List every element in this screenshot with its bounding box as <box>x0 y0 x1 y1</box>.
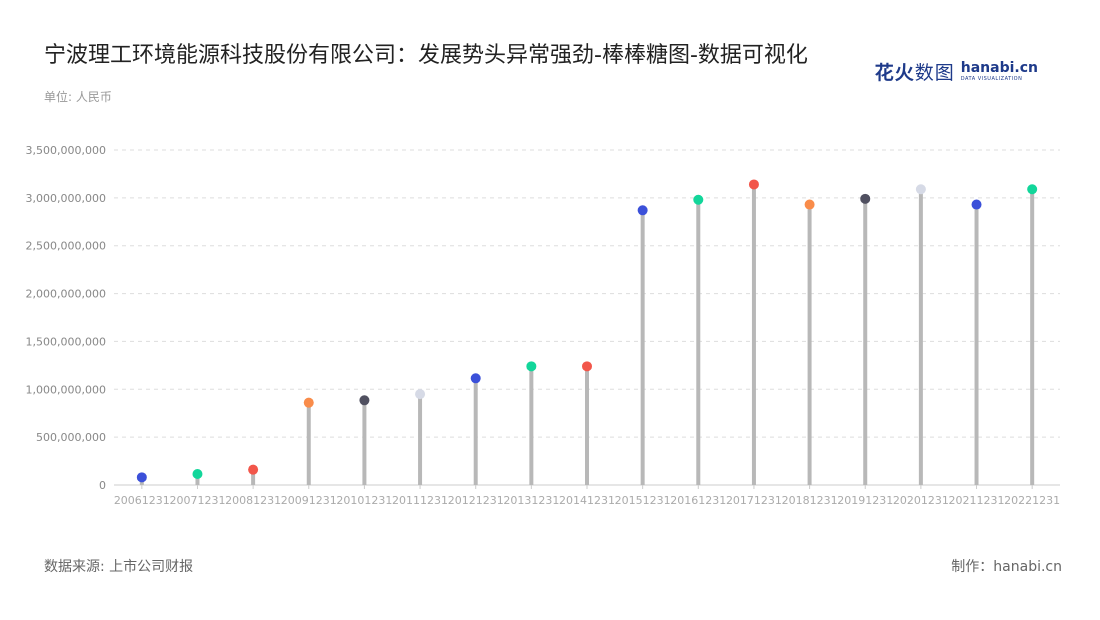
lollipop-dot[interactable] <box>971 199 982 210</box>
y-tick-label: 3,000,000,000 <box>26 192 106 205</box>
y-tick-label: 1,000,000,000 <box>26 383 106 396</box>
stems <box>139 184 1035 485</box>
lollipop-dot[interactable] <box>804 199 815 210</box>
x-tick-label: 20091231 <box>281 494 337 507</box>
x-tick-label: 20201231 <box>893 494 949 507</box>
lollipop-dot[interactable] <box>415 389 426 400</box>
unit-label: 单位: 人民币 <box>44 90 112 104</box>
y-tick-label: 2,000,000,000 <box>26 288 106 301</box>
lollipop-dot[interactable] <box>248 464 259 475</box>
lollipop-dot[interactable] <box>526 361 537 372</box>
y-tick-label: 3,500,000,000 <box>26 144 106 157</box>
chart-title: 宁波理工环境能源科技股份有限公司：发展势头异常强劲-棒棒糖图-数据可视化 <box>44 43 808 68</box>
lollipop-dot[interactable] <box>470 373 481 384</box>
y-tick-label: 2,500,000,000 <box>26 240 106 253</box>
lollipop-dot[interactable] <box>860 193 871 204</box>
dots <box>136 179 1038 483</box>
lollipop-dot[interactable] <box>359 395 370 406</box>
x-tick-label: 20191231 <box>837 494 893 507</box>
x-tick-label: 20151231 <box>615 494 671 507</box>
credit: 制作：hanabi.cn <box>951 559 1062 575</box>
logo-cn: 花火数图 <box>874 62 955 84</box>
lollipop-dot[interactable] <box>748 179 759 190</box>
lollipop-dot[interactable] <box>136 472 147 483</box>
x-tick-label: 20141231 <box>559 494 615 507</box>
x-axis-ticks: 20061231 20071231 20081231 20091231 20101231… <box>114 485 1060 507</box>
x-tick-label: 20061231 <box>114 494 170 507</box>
logo-en: hanabi.cn DATA VISUALIZATION <box>960 60 1038 82</box>
x-tick-label: 20211231 <box>949 494 1005 507</box>
hanabi-logo: 花火数图 hanabi.cn DATA VISUALIZATION <box>875 58 1038 85</box>
lollipop-dot[interactable] <box>303 397 314 408</box>
x-tick-label: 20081231 <box>225 494 281 507</box>
y-axis-ticks: 0 500,000,000 1,000,000,000 1,500,000,000 2,… <box>26 144 106 492</box>
x-tick-label: 20111231 <box>392 494 448 507</box>
x-tick-label: 20161231 <box>670 494 726 507</box>
lollipop-dot[interactable] <box>637 205 648 216</box>
lollipop-dot[interactable] <box>1027 184 1038 195</box>
data-source: 数据来源: 上市公司财报 <box>44 559 194 575</box>
x-tick-label: 20181231 <box>782 494 838 507</box>
y-tick-label: 500,000,000 <box>36 431 106 444</box>
lollipop-dot[interactable] <box>915 184 926 195</box>
lollipop-dot[interactable] <box>693 194 704 205</box>
lollipop-dot[interactable] <box>582 361 592 372</box>
x-tick-label: 20121231 <box>448 494 504 507</box>
x-tick-label: 20131231 <box>503 494 559 507</box>
x-tick-label: 20171231 <box>726 494 782 507</box>
x-tick-label: 20071231 <box>169 494 225 507</box>
x-tick-label: 20221231 <box>1004 494 1060 507</box>
y-tick-label: 0 <box>99 479 106 492</box>
lollipop-dot[interactable] <box>192 468 203 479</box>
x-tick-label: 20101231 <box>336 494 392 507</box>
y-tick-label: 1,500,000,000 <box>26 335 106 348</box>
